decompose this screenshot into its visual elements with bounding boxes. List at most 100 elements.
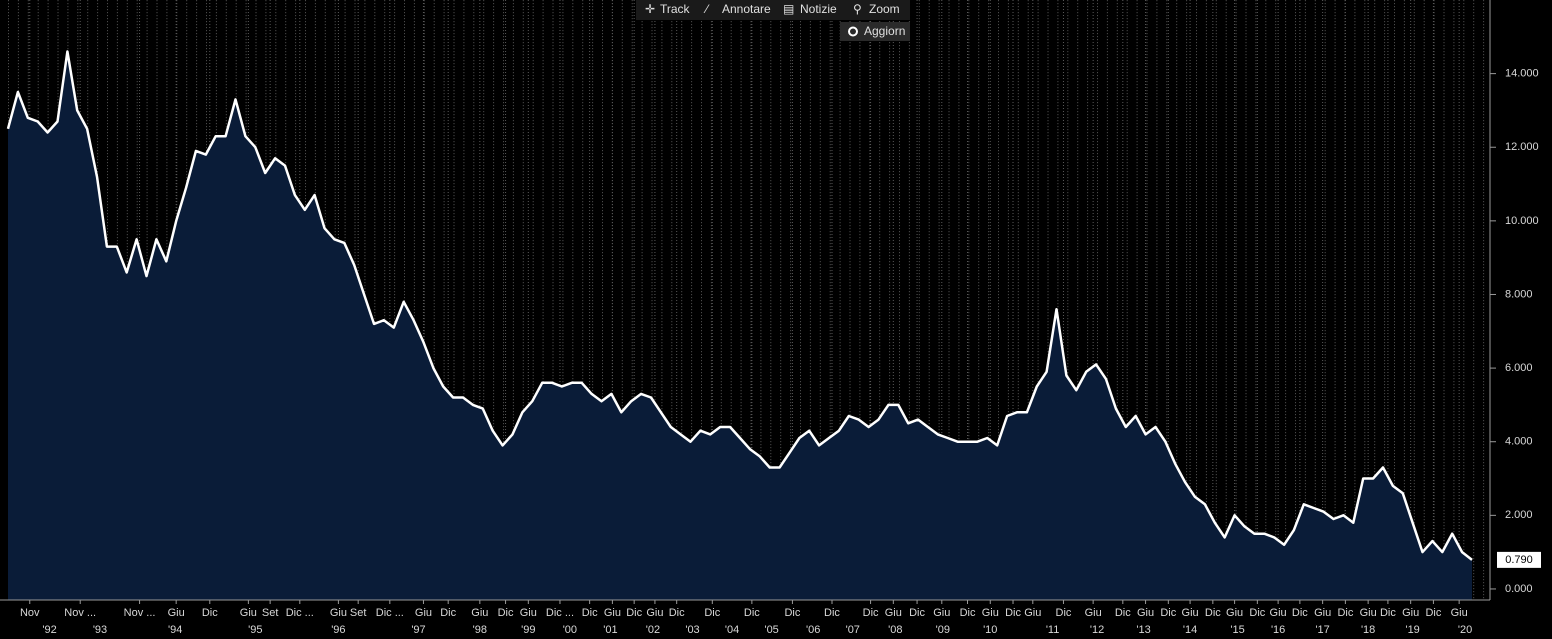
x-tick-label: Giu (1024, 607, 1041, 619)
x-tick-label: Dic (440, 607, 456, 619)
x-year-label: '05 (764, 624, 778, 636)
y-tick-label: 0.000 (1505, 583, 1533, 595)
x-tick-label: Giu (1085, 607, 1102, 619)
grid (29, 0, 1460, 600)
x-year-label: '09 (936, 624, 950, 636)
button-label: Notizie (800, 2, 837, 16)
x-tick-label: Dic (202, 607, 218, 619)
toggle-bg (840, 22, 910, 41)
x-year-label: '11 (1046, 624, 1060, 636)
x-tick-label: Dic ... (286, 607, 314, 619)
x-year-label: '08 (888, 624, 902, 636)
y-tick-label: 10.000 (1505, 215, 1539, 227)
x-tick-label: Giu (1137, 607, 1154, 619)
x-year-label: '07 (846, 624, 860, 636)
x-tick-label: Giu (1402, 607, 1419, 619)
icon: ✛ (645, 2, 655, 16)
icon: ▤ (783, 2, 794, 16)
x-tick-label: Dic (1205, 607, 1221, 619)
x-year-label: '03 (685, 624, 699, 636)
refresh-toggle[interactable]: Aggiorn (840, 22, 910, 41)
x-tick-label: Giu (240, 607, 257, 619)
x-year-label: '92 (42, 624, 56, 636)
x-tick-label: Dic (1005, 607, 1021, 619)
x-tick-label: Dic ... (546, 607, 574, 619)
x-year-label: '06 (806, 624, 820, 636)
annotate-button[interactable]: ⁄ Annotare (703, 2, 771, 16)
x-tick-label: Giu (168, 607, 185, 619)
x-year-label: '97 (411, 624, 425, 636)
x-year-label: '98 (473, 624, 487, 636)
x-tick-label: Giu (1451, 607, 1468, 619)
x-year-label: '00 (563, 624, 577, 636)
x-tick-label: Nov ... (124, 607, 156, 619)
button-label: Annotare (722, 2, 771, 16)
x-tick-label: Dic (1292, 607, 1308, 619)
icon: ⚲ (853, 2, 862, 16)
x-tick-label: Dic (824, 607, 840, 619)
x-year-label: '14 (1183, 624, 1197, 636)
x-year-label: '04 (725, 624, 739, 636)
line (6, 50, 1473, 561)
last-value-label: 0.790 (1505, 554, 1533, 566)
icon: ⁄ (703, 2, 710, 16)
x-tick-label: Giu (1182, 607, 1199, 619)
x-year-label: '17 (1315, 624, 1329, 636)
toggle-label: Aggiorn (864, 24, 905, 38)
x-tick-label: Dic (784, 607, 800, 619)
x-year-label: '93 (93, 624, 107, 636)
x-tick-label: Dic (1425, 607, 1441, 619)
x-year-label: '94 (168, 624, 182, 636)
x-tick-label: Giu (1226, 607, 1243, 619)
x-tick-label: Giu (604, 607, 621, 619)
x-tick-label: Giu (471, 607, 488, 619)
x-tick-label: Dic (1160, 607, 1176, 619)
x-tick-label: Giu (982, 607, 999, 619)
x-tick-label: Dic (909, 607, 925, 619)
y-tick-label: 12.000 (1505, 141, 1539, 153)
x-year-label: '18 (1361, 624, 1375, 636)
x-year-label: '19 (1405, 624, 1419, 636)
x-tick-label: Dic (744, 607, 760, 619)
y-tick-label: 4.000 (1505, 436, 1533, 448)
x-tick-label: Giu (1270, 607, 1287, 619)
y-tick-label: 14.000 (1505, 68, 1539, 80)
x-year-label: '20 (1458, 624, 1472, 636)
x-year-label: '01 (603, 624, 617, 636)
zoom-button[interactable]: ⚲ Zoom (853, 2, 900, 16)
x-year-label: '15 (1230, 624, 1244, 636)
x-year-label: '13 (1136, 624, 1150, 636)
x-tick-label: Giu (520, 607, 537, 619)
x-tick-label: Nov (20, 607, 40, 619)
x-tick-label: Dic (626, 607, 642, 619)
x-tick-label: Dic ... (376, 607, 404, 619)
x-tick-label: Dic (669, 607, 685, 619)
x-tick-label: Dic (582, 607, 598, 619)
x-tick-label: Set (350, 607, 367, 619)
x-tick-label: Dic (1337, 607, 1353, 619)
x-year-label: '10 (983, 624, 997, 636)
x-tick-label: Giu (646, 607, 663, 619)
axes: 0.000 2.000 4.000 6.000 8.000 10.000 12.000 14.… (20, 68, 1541, 636)
x-tick-label: Giu (1360, 607, 1377, 619)
toolbar: ✛ Track ⁄ Annotare ▤ Notizie ⚲ Zoom Aggiorn (636, 0, 910, 41)
x-year-label: '99 (521, 624, 535, 636)
x-tick-label: Dic (1380, 607, 1396, 619)
x-tick-label: Giu (885, 607, 902, 619)
track-button[interactable]: ✛ Track (645, 2, 691, 16)
x-tick-label: Dic (960, 607, 976, 619)
x-tick-label: Dic (498, 607, 514, 619)
x-tick-label: Giu (1314, 607, 1331, 619)
news-button[interactable]: ▤ Notizie (783, 2, 837, 16)
x-tick-label: Set (262, 607, 279, 619)
x-year-label: '16 (1271, 624, 1285, 636)
x-tick-label: Giu (415, 607, 432, 619)
x-tick-label: Giu (933, 607, 950, 619)
x-tick-label: Dic (1249, 607, 1265, 619)
toggle-icon (848, 26, 858, 37)
x-tick-label: Dic (1056, 607, 1072, 619)
x-tick-label: Dic (1115, 607, 1131, 619)
y-tick-label: 6.000 (1505, 362, 1533, 374)
x-year-label: '02 (646, 624, 660, 636)
